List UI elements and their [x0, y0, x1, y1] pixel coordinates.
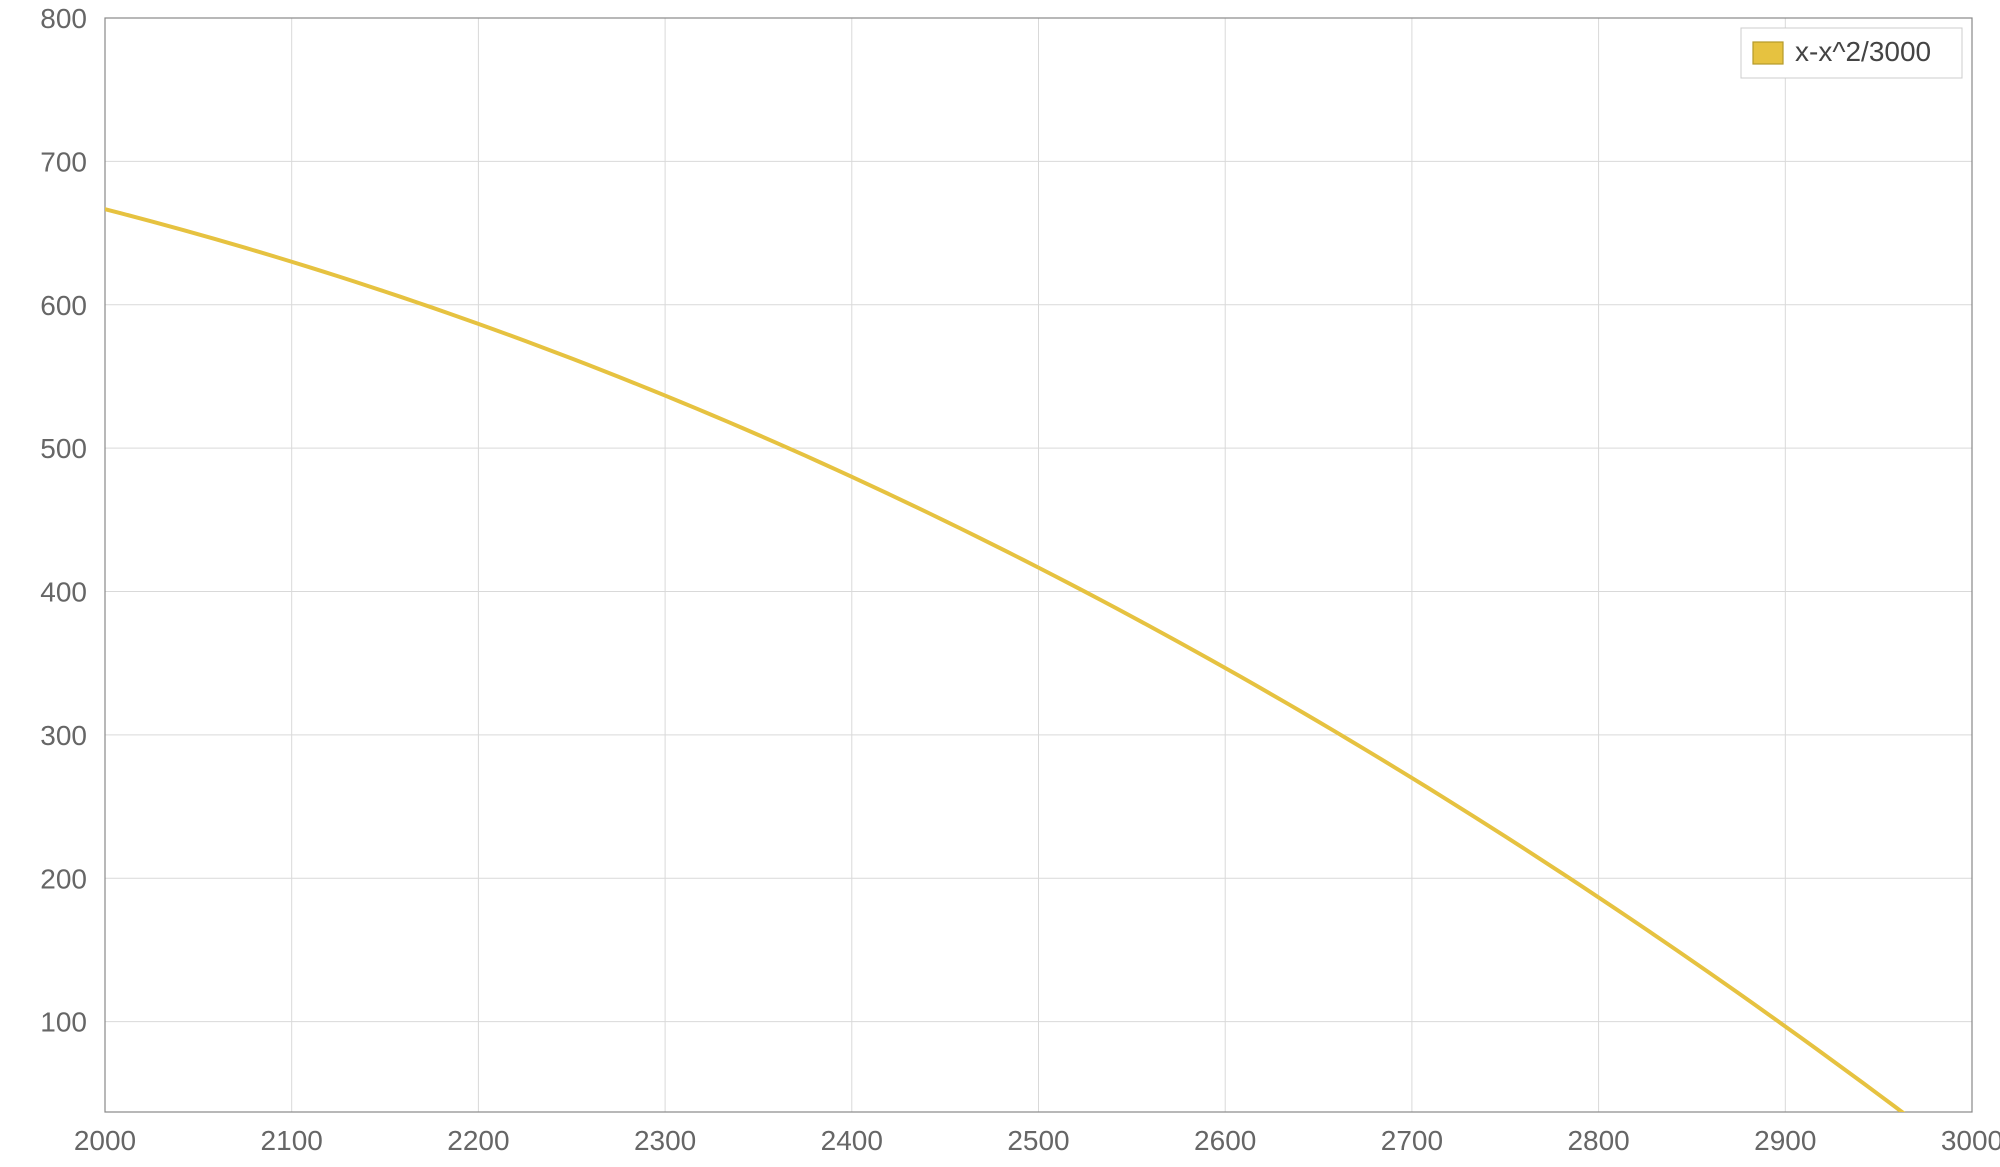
x-tick-label: 2000: [74, 1125, 136, 1156]
x-tick-label: 2900: [1754, 1125, 1816, 1156]
y-tick-label: 700: [40, 146, 87, 177]
legend-swatch: [1753, 42, 1783, 64]
y-tick-label: 400: [40, 577, 87, 608]
x-tick-label: 2700: [1381, 1125, 1443, 1156]
legend-item-label: x-x^2/3000: [1795, 36, 1931, 67]
x-tick-label: 2600: [1194, 1125, 1256, 1156]
x-tick-label: 2400: [821, 1125, 883, 1156]
x-tick-label: 2800: [1567, 1125, 1629, 1156]
y-tick-label: 800: [40, 3, 87, 34]
x-tick-label: 2100: [261, 1125, 323, 1156]
y-tick-label: 100: [40, 1007, 87, 1038]
x-tick-label: 2300: [634, 1125, 696, 1156]
chart-svg: 2000 2100 2200 2300 2400 2500 2600 2700 2800 2900…: [0, 0, 2000, 1167]
legend: x-x^2/3000: [1741, 28, 1962, 78]
y-tick-label: 600: [40, 290, 87, 321]
y-tick-label: 500: [40, 433, 87, 464]
line-chart: 2000 2100 2200 2300 2400 2500 2600 2700 2800 2900…: [0, 0, 2000, 1167]
x-tick-label: 2500: [1007, 1125, 1069, 1156]
x-tick-label: 3000: [1941, 1125, 2000, 1156]
y-tick-label: 300: [40, 720, 87, 751]
y-tick-label: 200: [40, 863, 87, 894]
x-tick-label: 2200: [447, 1125, 509, 1156]
